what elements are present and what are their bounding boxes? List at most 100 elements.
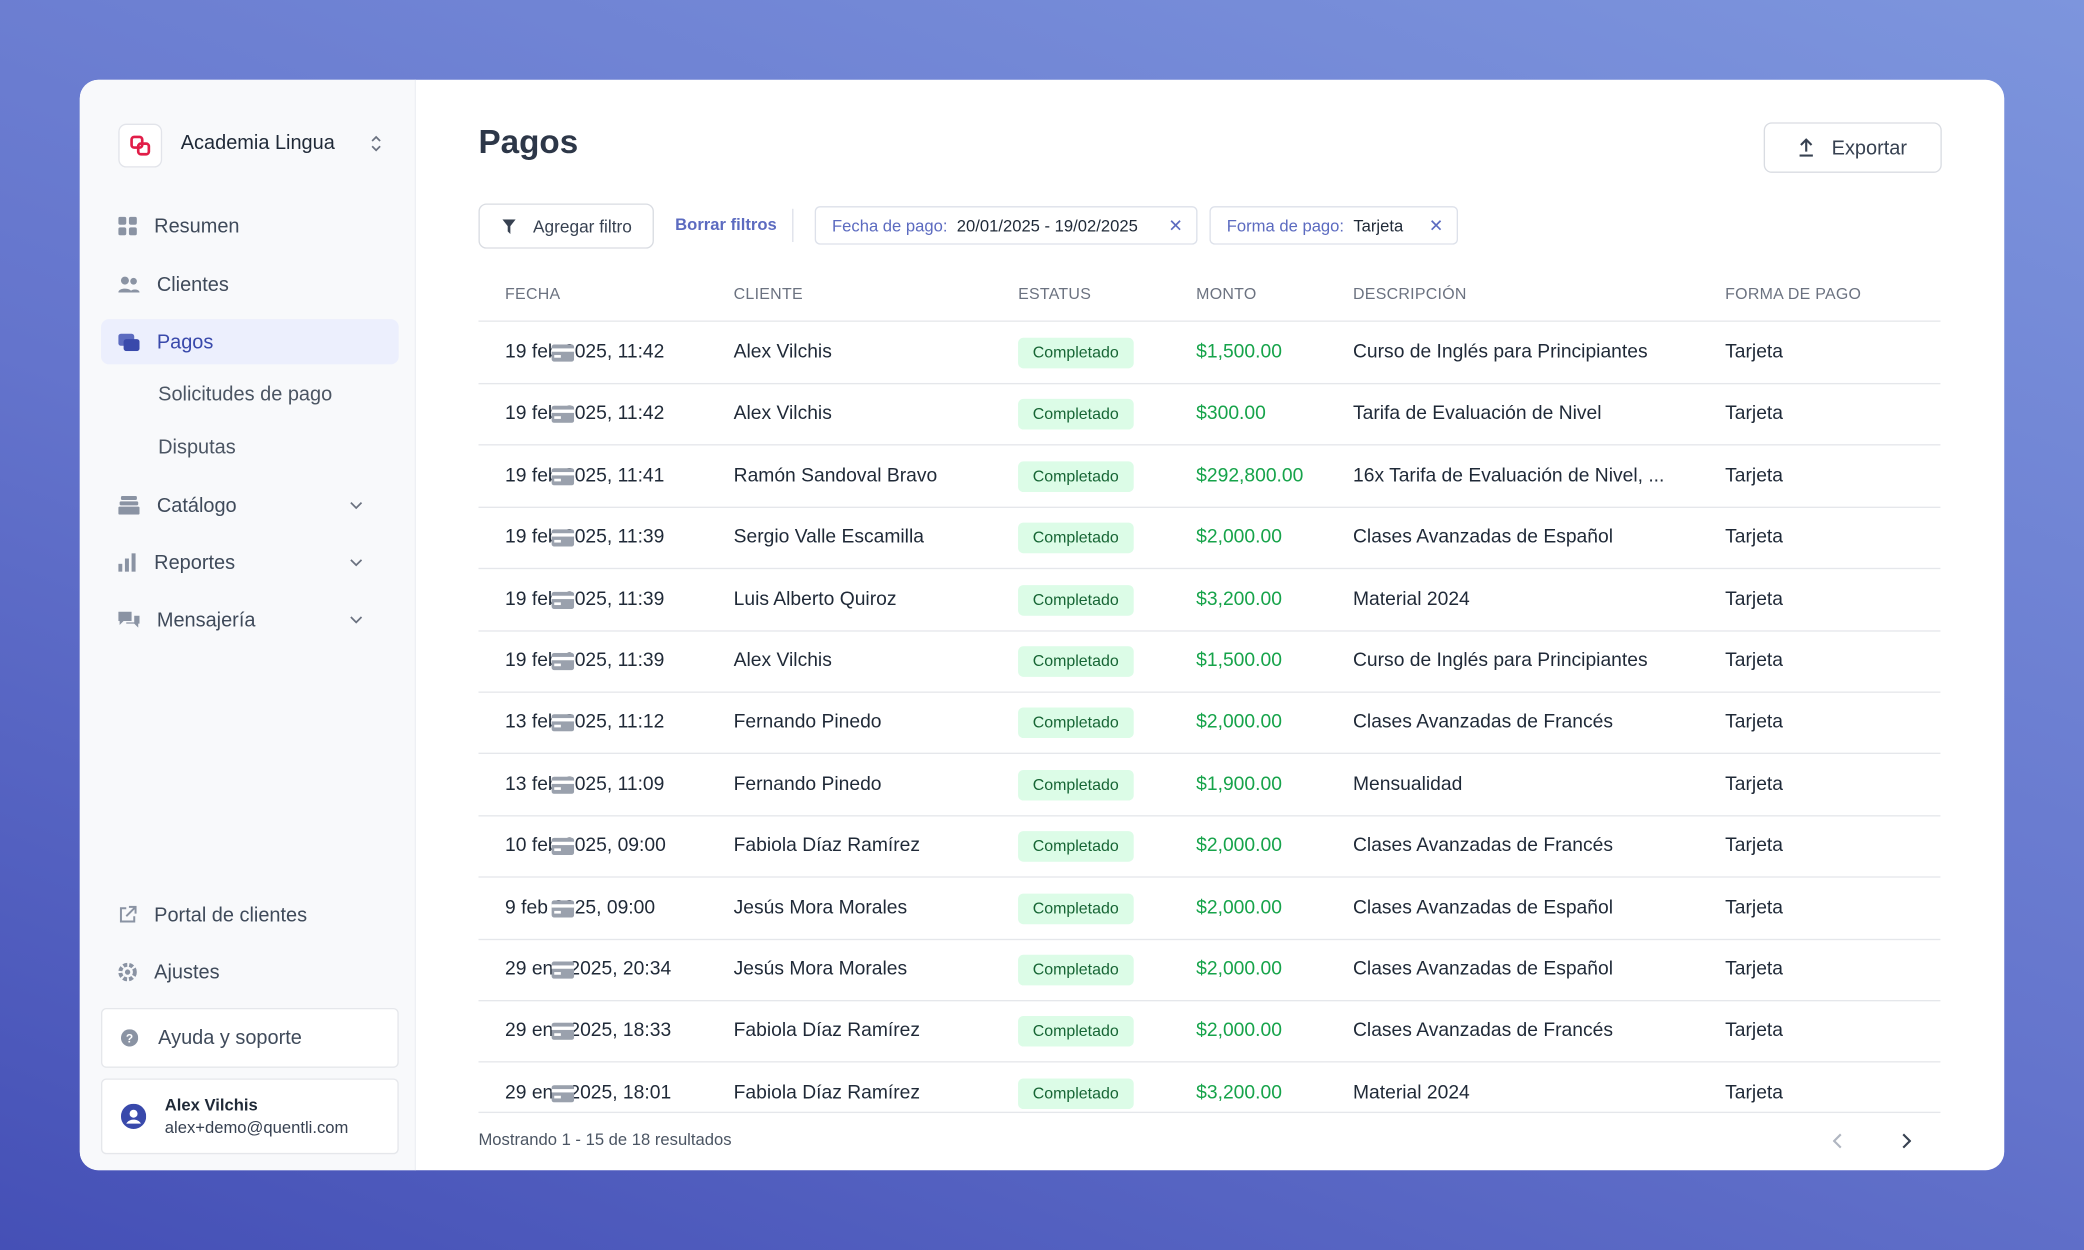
prev-page[interactable] xyxy=(1832,1133,1844,1149)
nav-item[interactable]: Resumen xyxy=(101,203,399,248)
nav-label: Portal de clientes xyxy=(154,903,308,927)
client: Jesús Mora Morales xyxy=(733,958,908,981)
description: Material 2024 xyxy=(1353,588,1470,610)
column-header[interactable]: MONTO xyxy=(1196,284,1257,304)
payment-method: Tarjeta xyxy=(1725,1082,1784,1104)
status-badge: Completado xyxy=(1018,831,1134,862)
add-filter-button[interactable]: Agregar filtro xyxy=(478,203,654,249)
date: 19 feb 2025, 11:39 xyxy=(505,650,665,672)
org-logo xyxy=(118,123,163,168)
nav-item[interactable]: Clientes xyxy=(101,262,399,307)
table-row[interactable]: 9 feb 2025, 09:00 Jesús Mora Morales Compl… xyxy=(478,877,1941,940)
chip-remove[interactable]: ✕ xyxy=(1428,214,1444,235)
table-row[interactable]: 10 feb 2025, 09:00 Fabiola Díaz Ramírez Co… xyxy=(478,815,1941,878)
chip-value: 20/01/2025 - 19/02/2025 xyxy=(956,216,1138,235)
clear-filters[interactable]: Borrar filtros xyxy=(675,215,777,235)
table-row[interactable]: 13 feb 2025, 11:12 Fernando Pinedo Complet… xyxy=(478,692,1941,755)
amount: $2,000.00 xyxy=(1196,958,1282,981)
nav-group[interactable]: Catálogo xyxy=(101,483,399,528)
org-switch[interactable] xyxy=(369,133,382,154)
table-row[interactable]: 29 ene 2025, 20:34 Jesús Mora Morales Comp… xyxy=(478,939,1941,1002)
column-header[interactable]: FECHA xyxy=(505,284,561,304)
amount: $3,200.00 xyxy=(1196,588,1282,610)
card-icon xyxy=(551,344,575,362)
filter-chip[interactable]: Fecha de pago: 20/01/2025 - 19/02/2025 ✕ xyxy=(814,206,1198,245)
nav-item[interactable]: Ajustes xyxy=(101,949,399,994)
payment-method: Tarjeta xyxy=(1725,1020,1784,1042)
description: Clases Avanzadas de Español xyxy=(1353,897,1614,919)
card-icon xyxy=(551,776,575,794)
description: Curso de Inglés para Principiantes xyxy=(1353,341,1648,364)
column-header[interactable]: DESCRIPCIÓN xyxy=(1353,284,1467,304)
nav-item-active[interactable]: Pagos xyxy=(101,319,399,365)
card-icon xyxy=(551,961,575,979)
client: Alex Vilchis xyxy=(733,650,832,672)
filter-chip[interactable]: Forma de pago: Tarjeta ✕ xyxy=(1209,206,1459,245)
card-icon xyxy=(551,1023,575,1041)
export-button[interactable]: Exportar xyxy=(1763,122,1942,173)
table-row[interactable]: 19 feb 2025, 11:39 Sergio Valle Escamilla… xyxy=(478,507,1941,570)
card-icon xyxy=(551,899,575,918)
amount: $1,500.00 xyxy=(1196,341,1282,364)
sub-nav-item[interactable]: Disputas xyxy=(158,436,236,459)
client: Jesús Mora Morales xyxy=(733,897,908,919)
card-icon xyxy=(551,652,575,671)
amount: $2,000.00 xyxy=(1196,526,1282,549)
table-row[interactable]: 19 feb 2025, 11:39 Luis Alberto Quiroz Com… xyxy=(478,569,1941,632)
table-row[interactable]: 13 feb 2025, 11:09 Fernando Pinedo Complet… xyxy=(478,754,1941,817)
status-badge: Completado xyxy=(1018,646,1134,677)
table-row[interactable]: 19 feb 2025, 11:42 Alex Vilchis Completado… xyxy=(478,383,1941,446)
payment-method: Tarjeta xyxy=(1725,897,1784,919)
amount: $1,900.00 xyxy=(1196,773,1282,795)
status-badge: Completado xyxy=(1018,1016,1134,1048)
status-badge: Completado xyxy=(1018,769,1134,801)
date: 19 feb 2025, 11:39 xyxy=(505,526,665,549)
column-header[interactable]: ESTATUS xyxy=(1018,284,1092,304)
status-badge: Completado xyxy=(1018,399,1134,431)
date: 19 feb 2025, 11:42 xyxy=(505,403,665,425)
next-page[interactable] xyxy=(1901,1133,1912,1149)
column-header[interactable]: CLIENTE xyxy=(733,284,803,304)
column-header[interactable]: FORMA DE PAGO xyxy=(1725,284,1862,304)
status-badge: Completado xyxy=(1018,461,1134,492)
payment-method: Tarjeta xyxy=(1725,526,1784,549)
status-badge: Completado xyxy=(1018,893,1134,924)
table-row[interactable]: 29 ene 2025, 18:01 Fabiola Díaz Ramírez Co… xyxy=(478,1062,1940,1111)
table-row[interactable]: 29 ene 2025, 18:33 Fabiola Díaz Ramírez Co… xyxy=(478,1001,1941,1064)
status-badge: Completado xyxy=(1018,337,1134,369)
chip-remove[interactable]: ✕ xyxy=(1168,214,1183,235)
payment-method: Tarjeta xyxy=(1725,465,1784,487)
nav-label: Resumen xyxy=(154,214,240,238)
amount: $1,500.00 xyxy=(1196,650,1282,672)
description: Tarifa de Evaluación de Nivel xyxy=(1353,403,1602,425)
sub-nav-item[interactable]: Solicitudes de pago xyxy=(158,382,333,406)
nav-item[interactable]: Portal de clientes xyxy=(101,892,399,937)
chip-label: Fecha de pago: xyxy=(832,216,948,235)
user-name: Alex Vilchis xyxy=(164,1095,258,1115)
help-button[interactable]: ? Ayuda y soporte xyxy=(101,1007,399,1068)
sidebar: Academia Lingua Resumen Clientes Pagos S… xyxy=(79,79,417,1171)
svg-text:?: ? xyxy=(126,1032,133,1046)
table-row[interactable]: 19 feb 2025, 11:39 Alex Vilchis Completado… xyxy=(478,630,1941,693)
chip-label: Forma de pago: xyxy=(1226,216,1345,235)
date: 19 feb 2025, 11:39 xyxy=(505,588,665,610)
amount: $2,000.00 xyxy=(1196,1020,1282,1042)
client: Luis Alberto Quiroz xyxy=(733,588,897,610)
user-card[interactable]: Alex Vilchis alex+demo@quentli.com xyxy=(101,1078,399,1155)
table-row[interactable]: 19 feb 2025, 11:42 Alex Vilchis Completado… xyxy=(478,322,1941,385)
client: Ramón Sandoval Bravo xyxy=(733,465,938,487)
date: 10 feb 2025, 09:00 xyxy=(505,835,666,857)
nav-group[interactable]: Reportes xyxy=(101,540,399,585)
description: Clases Avanzadas de Español xyxy=(1353,526,1614,549)
client: Fernando Pinedo xyxy=(733,773,882,795)
date: 19 feb 2025, 11:41 xyxy=(505,465,665,487)
description: Clases Avanzadas de Francés xyxy=(1353,711,1613,734)
client: Fabiola Díaz Ramírez xyxy=(733,1082,921,1104)
nav-label: Reportes xyxy=(154,551,236,574)
page-title: Pagos xyxy=(478,123,579,161)
table-row[interactable]: 19 feb 2025, 11:41 Ramón Sandoval Bravo Co… xyxy=(478,445,1941,508)
export-label: Exportar xyxy=(1831,136,1908,159)
status-badge: Completado xyxy=(1018,954,1134,986)
nav-group[interactable]: Mensajería xyxy=(101,597,399,642)
org-name[interactable]: Academia Lingua xyxy=(180,131,335,155)
